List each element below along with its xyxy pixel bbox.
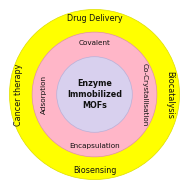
Circle shape bbox=[32, 32, 157, 157]
Text: Cancer therapy: Cancer therapy bbox=[14, 63, 23, 126]
Text: Enzyme
Immobilized
MOFs: Enzyme Immobilized MOFs bbox=[67, 79, 122, 110]
Text: Biosensing: Biosensing bbox=[73, 166, 116, 175]
Circle shape bbox=[9, 9, 180, 180]
Text: Adsorption: Adsorption bbox=[41, 75, 47, 114]
Text: Drug Delivery: Drug Delivery bbox=[67, 14, 122, 23]
Circle shape bbox=[57, 57, 132, 132]
Text: Encapsulation: Encapsulation bbox=[69, 143, 120, 149]
Text: Co-Crystallisation: Co-Crystallisation bbox=[142, 63, 148, 126]
Text: Biocatalysis: Biocatalysis bbox=[166, 70, 175, 119]
Text: Covalent: Covalent bbox=[79, 40, 110, 46]
